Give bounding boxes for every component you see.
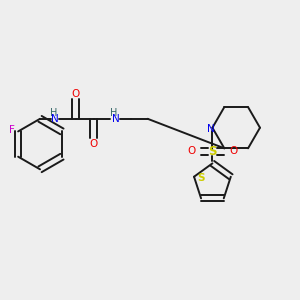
Text: O: O: [89, 139, 98, 149]
Text: H: H: [110, 108, 118, 118]
Text: F: F: [9, 124, 14, 135]
Text: O: O: [187, 146, 195, 157]
Text: S: S: [198, 173, 205, 183]
Text: O: O: [230, 146, 238, 157]
Text: O: O: [72, 88, 80, 98]
Text: H: H: [50, 108, 58, 118]
Text: S: S: [208, 145, 217, 158]
Text: N: N: [112, 114, 120, 124]
Text: N: N: [51, 114, 59, 124]
Text: N: N: [207, 124, 215, 134]
